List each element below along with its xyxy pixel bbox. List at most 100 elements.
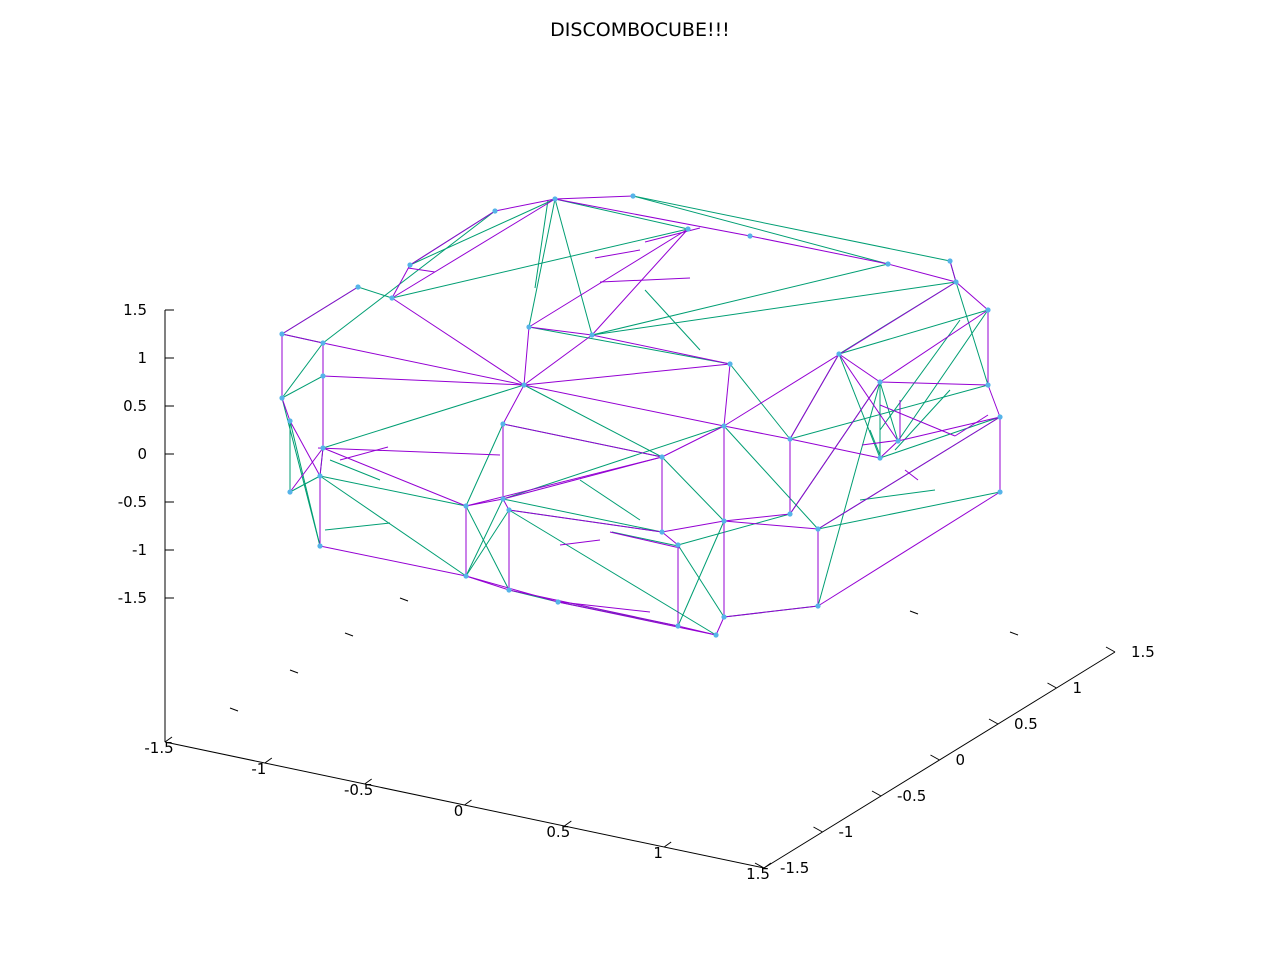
edge-primary — [391, 264, 411, 299]
vertex-point — [317, 543, 323, 549]
x-tick-label: 1.5 — [746, 865, 770, 883]
edge-secondary — [554, 198, 593, 336]
vertex-point — [555, 599, 561, 605]
edge-primary — [661, 520, 725, 533]
vertex-point — [721, 518, 727, 524]
y-tick — [871, 790, 882, 797]
x-tick-label: -1.5 — [144, 739, 173, 757]
edge-primary — [879, 309, 989, 383]
edge-primary — [528, 228, 689, 328]
edge-primary — [599, 277, 691, 283]
edge-primary — [591, 334, 731, 365]
edge-primary — [723, 605, 819, 618]
edge-primary — [317, 447, 501, 456]
wireframe-edges-primary — [281, 195, 1001, 636]
y-tick-label: -0.5 — [897, 787, 926, 805]
edge-primary — [559, 601, 651, 613]
x-tick — [164, 736, 173, 743]
x-tick — [264, 757, 273, 764]
edge-primary — [494, 198, 556, 212]
edge-secondary — [677, 544, 725, 618]
vertex-point — [685, 226, 691, 232]
vertex-point — [521, 382, 527, 388]
edge-primary — [644, 227, 701, 243]
vertex-point — [885, 261, 891, 267]
x-tick-label: 0.5 — [546, 823, 570, 841]
edge-secondary — [677, 513, 791, 546]
x-tick — [464, 799, 472, 806]
edge-primary — [879, 440, 899, 459]
z-tick-label: -1 — [132, 541, 147, 559]
edge-secondary — [465, 498, 504, 577]
x-tick-label: -1 — [251, 760, 266, 778]
edge-secondary — [723, 425, 819, 530]
edge-secondary — [322, 210, 496, 344]
edge-primary — [949, 260, 957, 283]
edge-primary — [661, 531, 679, 546]
wireframe-edges-secondary — [281, 195, 1001, 636]
edge-secondary — [817, 491, 1001, 530]
edge-primary — [817, 491, 1001, 607]
edge-secondary — [591, 263, 889, 336]
vertex-point — [506, 587, 512, 593]
edge-secondary — [677, 520, 725, 627]
y-tick-label: -1 — [839, 823, 854, 841]
edge-secondary — [644, 289, 701, 351]
edge-secondary — [838, 309, 989, 355]
y-tick — [1047, 682, 1057, 689]
edge-primary — [879, 381, 989, 386]
vertex-point — [985, 382, 991, 388]
edge-secondary — [591, 281, 957, 336]
vertex-point — [506, 507, 512, 513]
vertex-point — [589, 332, 595, 338]
edge-secondary — [894, 389, 951, 451]
edge-secondary — [879, 319, 961, 431]
vertex-point — [320, 445, 326, 451]
edge-primary — [557, 601, 717, 636]
edge-primary — [789, 381, 881, 515]
vertex-point — [985, 307, 991, 313]
edge-primary — [409, 210, 496, 266]
edge-primary — [528, 326, 593, 336]
edge-primary — [954, 414, 989, 437]
y-tick-label: -1.5 — [780, 859, 809, 877]
wireframe-vertices — [279, 193, 1003, 638]
edge-secondary — [817, 381, 881, 607]
floor-tick — [229, 707, 239, 712]
edge-secondary — [579, 479, 641, 521]
edge-primary — [523, 384, 725, 427]
edge-primary — [391, 297, 525, 386]
z-tick-label: 1.5 — [123, 301, 147, 319]
edge-secondary — [534, 199, 549, 289]
edge-primary — [723, 513, 791, 522]
z-tick-label: 0.5 — [123, 397, 147, 415]
vertex-point — [997, 489, 1003, 495]
vertex-point — [675, 623, 681, 629]
edge-primary — [887, 263, 957, 283]
y-tick — [1105, 646, 1116, 653]
vertex-point — [747, 233, 753, 239]
edge-secondary — [632, 195, 951, 262]
edge-primary — [391, 198, 556, 299]
y-tick-label: 0 — [956, 751, 966, 769]
vertex-point — [787, 436, 793, 442]
vertex-point — [500, 496, 506, 502]
vertex-point — [463, 503, 469, 509]
y-tick — [930, 754, 940, 761]
z-tick-label: 1 — [137, 349, 147, 367]
edge-primary — [289, 447, 324, 493]
edge-primary — [523, 326, 530, 386]
edge-secondary — [409, 198, 556, 266]
x-tick — [663, 841, 672, 848]
edge-secondary — [324, 522, 391, 531]
vertex-point — [552, 196, 558, 202]
edge-primary — [609, 531, 681, 549]
vertex-point — [997, 414, 1003, 420]
z-tick-label: -0.5 — [118, 493, 147, 511]
vertex-point — [317, 473, 323, 479]
x-tick-label: -0.5 — [344, 781, 373, 799]
edge-primary — [523, 363, 731, 386]
vertex-point — [815, 526, 821, 532]
y-tick — [988, 718, 999, 725]
